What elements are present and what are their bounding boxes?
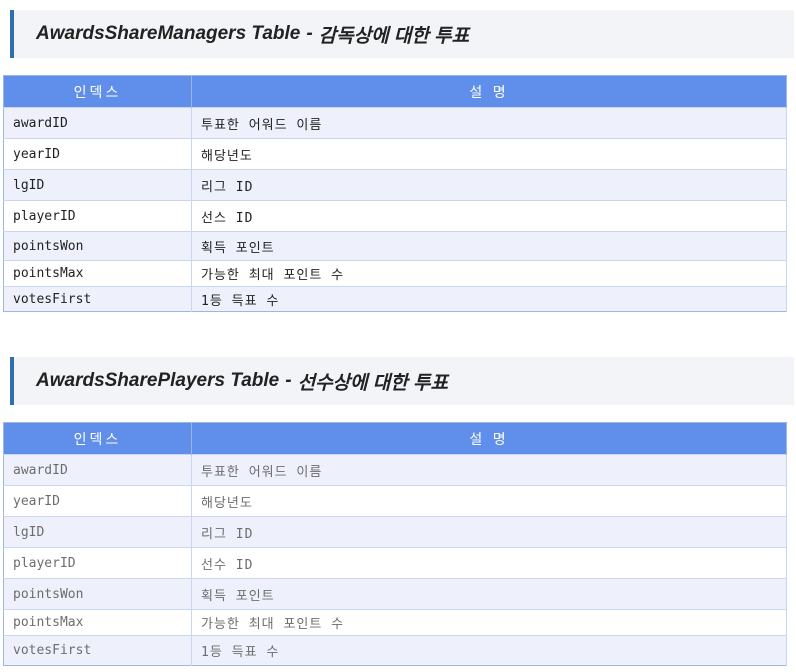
section-title-separator: - [285,370,292,391]
field-description: 해당년도 [191,138,787,170]
field-description: 해당년도 [191,485,787,517]
section-title-en: AwardsSharePlayers Table [36,370,280,391]
field-name: votesFirst [3,286,192,312]
field-name: playerID [3,200,192,232]
field-description: 투표한 어워드 이름 [191,107,787,139]
players-table: 인덱스 설 명 awardID 투표한 어워드 이름 yearID 해당년도 l… [3,422,787,666]
table-row: lgID 리그 ID [3,516,787,548]
field-name: pointsMax [3,260,192,287]
field-name: pointsMax [3,609,192,636]
table-row: pointsMax 가능한 최대 포인트 수 [3,609,787,636]
field-name: votesFirst [3,635,192,666]
section-title-separator: - [306,23,313,44]
section-title-ko: 감독상에 대한 투표 [318,25,470,47]
table-row: playerID 선수 ID [3,547,787,579]
table-row: votesFirst 1등 득표 수 [3,286,787,312]
table-row: yearID 해당년도 [3,485,787,517]
field-description: 획득 포인트 [191,578,787,610]
section-title-managers: AwardsShareManagers Table - 감독상에 대한 투표 [10,10,794,58]
table-row: awardID 투표한 어워드 이름 [3,107,787,139]
field-name: lgID [3,516,192,548]
field-description: 획득 포인트 [191,231,787,261]
table-row: pointsMax 가능한 최대 포인트 수 [3,260,787,287]
section-title-players: AwardsSharePlayers Table - 선수상에 대한 투표 [10,357,794,405]
field-name: awardID [3,454,192,486]
table-row: votesFirst 1등 득표 수 [3,635,787,666]
field-description: 리그 ID [191,516,787,548]
table-row: pointsWon 획득 포인트 [3,231,787,261]
header-index: 인덱스 [3,422,192,455]
field-name: lgID [3,169,192,201]
field-name: awardID [3,107,192,139]
header-description: 설 명 [191,75,787,108]
field-description: 리그 ID [191,169,787,201]
managers-table: 인덱스 설 명 awardID 투표한 어워드 이름 yearID 해당년도 l… [3,75,787,312]
table-row: pointsWon 획득 포인트 [3,578,787,610]
field-description: 투표한 어워드 이름 [191,454,787,486]
table-header-row: 인덱스 설 명 [3,75,787,108]
field-name: pointsWon [3,578,192,610]
field-description: 가능한 최대 포인트 수 [191,260,787,287]
field-description: 선수 ID [191,547,787,579]
section-title-ko: 선수상에 대한 투표 [297,372,448,394]
field-description: 1등 득표 수 [191,635,787,666]
table-row: yearID 해당년도 [3,138,787,170]
field-name: playerID [3,547,192,579]
header-index: 인덱스 [3,75,192,108]
field-name: yearID [3,485,192,517]
field-name: pointsWon [3,231,192,261]
field-description: 1등 득표 수 [191,286,787,312]
header-description: 설 명 [191,422,787,455]
table-row: lgID 리그 ID [3,169,787,201]
field-description: 가능한 최대 포인트 수 [191,609,787,636]
table-row: playerID 선스 ID [3,200,787,232]
table-header-row: 인덱스 설 명 [3,422,787,455]
section-title-en: AwardsShareManagers Table [36,23,301,44]
table-row: awardID 투표한 어워드 이름 [3,454,787,486]
field-description: 선스 ID [191,200,787,232]
field-name: yearID [3,138,192,170]
